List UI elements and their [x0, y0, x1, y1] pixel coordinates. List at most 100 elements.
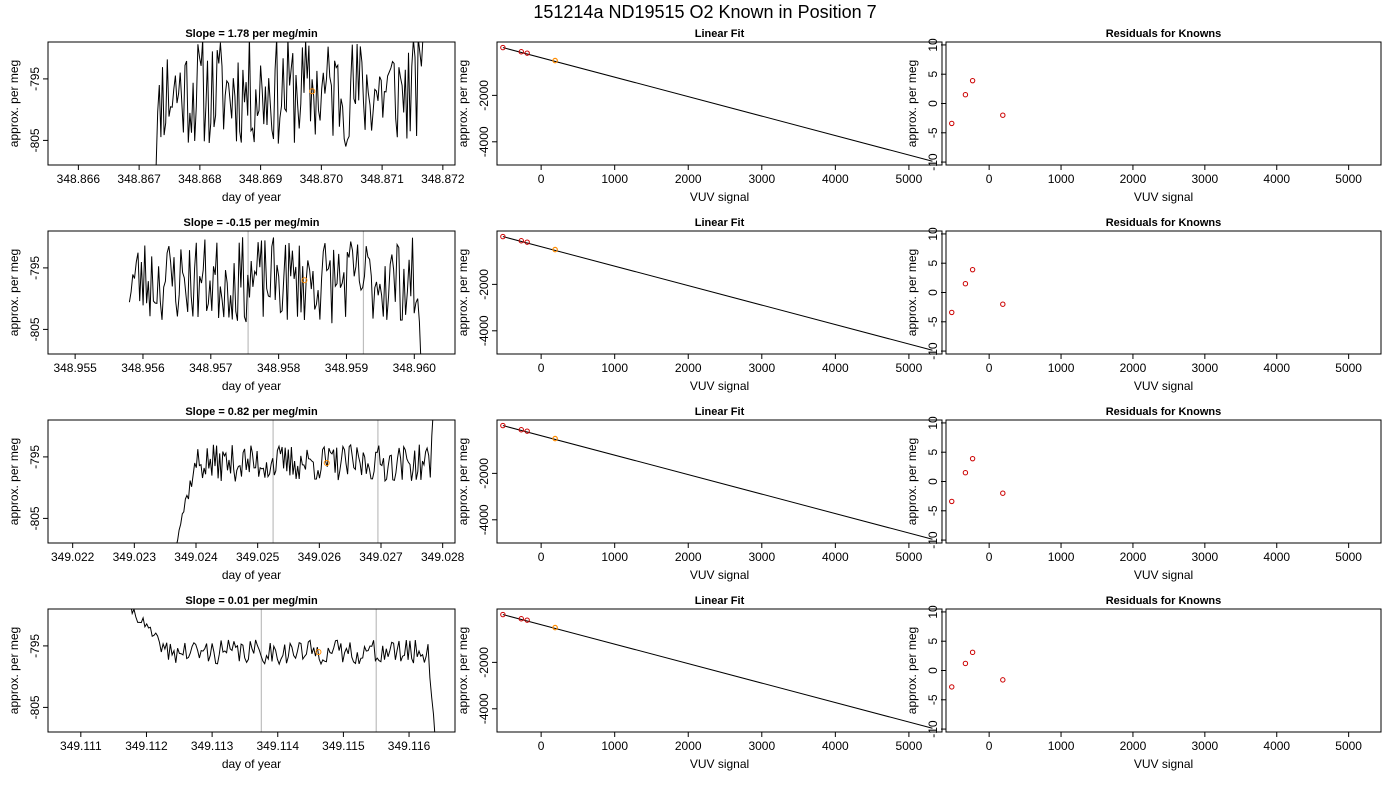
x-tick-label: 1000: [1048, 172, 1075, 186]
y-axis-label: approx. per meg: [456, 438, 470, 525]
x-tick-label: 349.112: [125, 739, 168, 753]
x-tick-label: 348.956: [121, 361, 165, 375]
x-axis-label: VUV signal: [690, 379, 749, 393]
data-point-red: [962, 281, 969, 287]
x-tick-label: 3000: [1191, 172, 1218, 186]
y-tick-label: -805: [28, 128, 42, 152]
x-tick-label: 348.872: [421, 172, 465, 186]
y-tick-label: 0: [926, 289, 940, 296]
y-tick-label: -10: [926, 720, 940, 738]
y-axis-label: approx. per meg: [7, 249, 21, 336]
y-tick-label: -10: [926, 342, 940, 360]
x-tick-label: 3000: [748, 550, 775, 564]
x-tick-label: 349.114: [257, 739, 300, 753]
data-point-orange: [552, 57, 558, 64]
x-tick-label: 4000: [822, 739, 849, 753]
panel-9: Residuals for Knowns VUV signal approx. pe…: [905, 406, 1382, 582]
x-tick-label: 349.027: [359, 550, 403, 564]
x-axis-label: day of year: [222, 757, 281, 771]
x-axis-label: VUV signal: [1134, 568, 1193, 582]
x-tick-label: 5000: [896, 739, 923, 753]
x-tick-label: 349.115: [322, 739, 365, 753]
x-tick-label: 0: [538, 739, 545, 753]
panel-title: Residuals for Knowns: [1106, 28, 1222, 40]
plot-frame: [945, 230, 1382, 355]
x-tick-label: 1000: [601, 172, 628, 186]
panel-12: Residuals for Knowns VUV signal approx. pe…: [905, 595, 1382, 771]
panel-title: Linear Fit: [695, 406, 745, 418]
y-tick-label: -4000: [477, 693, 491, 724]
data-point-red: [500, 611, 506, 618]
x-tick-label: 3000: [1191, 739, 1218, 753]
y-tick-label: -805: [28, 317, 42, 341]
x-axis-label: day of year: [222, 568, 281, 582]
x-tick-label: 4000: [822, 550, 849, 564]
y-tick-label: -2000: [477, 269, 491, 300]
figure-title: 151214a ND19515 O2 Known in Position 7: [533, 2, 876, 22]
y-tick-label: 10: [926, 416, 940, 430]
y-tick-label: 0: [926, 100, 940, 107]
y-axis-label: approx. per meg: [905, 60, 919, 147]
plot-area: [949, 455, 1006, 505]
x-tick-label: 348.870: [300, 172, 344, 186]
plot-area: [155, 42, 424, 165]
y-tick-label: -2000: [477, 80, 491, 111]
data-point-red: [500, 233, 506, 240]
data-point-red: [949, 498, 955, 505]
y-tick-label: -5: [926, 127, 940, 138]
data-point-red: [962, 660, 969, 667]
x-tick-label: 3000: [748, 172, 775, 186]
y-tick-label: 5: [926, 260, 940, 267]
x-tick-label: 2000: [1120, 361, 1147, 375]
y-tick-label: -10: [926, 153, 940, 171]
y-tick-label: -795: [28, 445, 42, 469]
x-tick-label: 3000: [748, 361, 775, 375]
x-tick-label: 348.871: [360, 172, 404, 186]
panel-1: Slope = 1.78 per meg/min day of year appro…: [7, 28, 465, 204]
data-point-red: [1000, 301, 1006, 307]
data-trace: [176, 420, 434, 543]
data-point-red: [1000, 490, 1006, 496]
data-point-red: [949, 684, 955, 690]
x-tick-label: 349.026: [298, 550, 342, 564]
x-axis-label: VUV signal: [1134, 190, 1193, 204]
data-point-red: [500, 422, 506, 429]
panel-8: Linear Fit VUV signal approx. per meg 0 1000…: [456, 406, 943, 582]
panel-title: Linear Fit: [695, 28, 745, 40]
data-point-red: [1000, 112, 1006, 118]
x-tick-label: 0: [538, 550, 545, 564]
plot-frame: [945, 608, 1382, 733]
plot-area: [500, 422, 933, 540]
x-tick-label: 2000: [1120, 172, 1147, 186]
x-tick-label: 5000: [896, 550, 923, 564]
y-tick-label: 10: [926, 38, 940, 52]
x-tick-label: 3000: [1191, 361, 1218, 375]
y-axis-label: approx. per meg: [905, 249, 919, 336]
x-tick-label: 348.958: [257, 361, 301, 375]
x-tick-label: 2000: [675, 550, 702, 564]
y-axis-label: approx. per meg: [905, 438, 919, 525]
data-trace: [130, 609, 436, 732]
marker-point: [309, 88, 316, 95]
x-tick-label: 3000: [748, 739, 775, 753]
x-tick-label: 5000: [1335, 172, 1362, 186]
x-axis-label: VUV signal: [1134, 379, 1193, 393]
x-tick-label: 4000: [1263, 172, 1290, 186]
x-tick-label: 1000: [601, 550, 628, 564]
x-tick-label: 5000: [1335, 550, 1362, 564]
plot-area: [130, 609, 436, 732]
y-tick-label: -805: [28, 695, 42, 719]
x-axis-label: VUV signal: [1134, 757, 1193, 771]
x-tick-label: 4000: [1263, 739, 1290, 753]
data-point-red: [518, 427, 524, 433]
data-point-red: [969, 455, 976, 462]
x-tick-label: 0: [986, 172, 993, 186]
panel-5: Linear Fit VUV signal approx. per meg 0 1000…: [456, 217, 943, 393]
x-tick-label: 348.955: [53, 361, 97, 375]
x-axis-label: VUV signal: [690, 190, 749, 204]
y-tick-label: 5: [926, 71, 940, 78]
fit-line: [502, 236, 933, 351]
x-tick-label: 0: [538, 172, 545, 186]
y-axis-label: approx. per meg: [456, 60, 470, 147]
plot-frame: [47, 230, 456, 355]
